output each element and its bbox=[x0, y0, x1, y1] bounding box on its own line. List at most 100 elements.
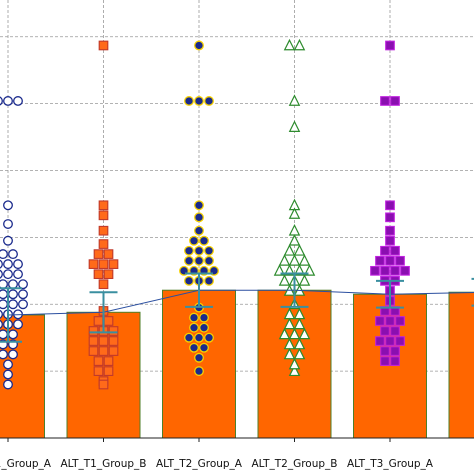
point bbox=[288, 120, 301, 132]
point bbox=[93, 269, 104, 280]
point bbox=[298, 274, 311, 286]
point bbox=[3, 369, 13, 380]
point bbox=[8, 249, 18, 260]
point bbox=[400, 265, 410, 276]
point bbox=[0, 259, 3, 269]
point bbox=[199, 342, 209, 353]
point bbox=[8, 289, 18, 300]
point bbox=[103, 366, 114, 376]
bar bbox=[353, 293, 427, 439]
point bbox=[194, 255, 204, 266]
point bbox=[93, 316, 104, 326]
point bbox=[194, 40, 204, 51]
bar bbox=[162, 289, 236, 439]
point bbox=[184, 275, 194, 286]
point bbox=[293, 317, 306, 330]
point bbox=[390, 356, 400, 366]
point bbox=[380, 326, 390, 336]
point bbox=[385, 316, 395, 326]
point bbox=[8, 329, 18, 340]
point bbox=[98, 210, 109, 221]
point bbox=[98, 40, 109, 51]
point bbox=[385, 255, 395, 266]
point bbox=[184, 245, 194, 256]
point bbox=[0, 279, 8, 290]
point bbox=[98, 239, 109, 249]
point bbox=[204, 332, 214, 343]
point bbox=[199, 322, 209, 333]
point bbox=[293, 347, 306, 360]
point bbox=[390, 265, 400, 276]
point bbox=[103, 316, 114, 326]
point bbox=[298, 327, 311, 340]
point bbox=[98, 379, 109, 390]
point bbox=[189, 322, 199, 333]
point bbox=[93, 356, 104, 366]
point bbox=[283, 347, 296, 360]
point bbox=[98, 346, 109, 356]
point bbox=[278, 274, 291, 286]
point bbox=[194, 245, 204, 256]
x-tick-label: ALT_T1_Group_B bbox=[60, 458, 146, 470]
point bbox=[298, 254, 311, 266]
point bbox=[283, 244, 296, 256]
point bbox=[0, 309, 3, 319]
point bbox=[8, 299, 18, 310]
point bbox=[189, 312, 199, 323]
point bbox=[194, 366, 204, 377]
point bbox=[13, 269, 23, 280]
x-tick-label: ALT_T3_Group_A bbox=[347, 458, 434, 470]
point bbox=[8, 279, 18, 290]
point bbox=[13, 319, 23, 330]
x-tick-label: ALT_T2_Group_B bbox=[251, 458, 337, 470]
point bbox=[375, 255, 385, 266]
point bbox=[93, 366, 104, 376]
point bbox=[293, 38, 306, 51]
point bbox=[385, 336, 395, 346]
point bbox=[3, 235, 13, 246]
point bbox=[288, 234, 301, 246]
point bbox=[293, 244, 306, 256]
point bbox=[18, 299, 28, 310]
point bbox=[0, 329, 8, 340]
point bbox=[3, 200, 13, 211]
point bbox=[13, 259, 23, 270]
point bbox=[194, 225, 204, 236]
point bbox=[0, 249, 8, 260]
point bbox=[375, 316, 385, 326]
point bbox=[395, 255, 405, 266]
point bbox=[278, 327, 291, 340]
point bbox=[0, 96, 3, 106]
point bbox=[288, 327, 301, 340]
point bbox=[204, 96, 214, 106]
point bbox=[184, 96, 194, 106]
point bbox=[380, 265, 390, 276]
point bbox=[385, 200, 395, 211]
point bbox=[3, 259, 13, 270]
point bbox=[108, 259, 119, 269]
point bbox=[184, 332, 194, 343]
point bbox=[390, 245, 400, 256]
point bbox=[194, 212, 204, 223]
point bbox=[375, 336, 385, 346]
point bbox=[395, 336, 405, 346]
point bbox=[0, 299, 8, 310]
point bbox=[370, 265, 380, 276]
mean-line bbox=[7, 289, 474, 316]
point bbox=[88, 346, 99, 356]
point bbox=[288, 94, 301, 106]
point bbox=[288, 207, 301, 219]
point bbox=[0, 269, 3, 279]
point bbox=[3, 379, 13, 390]
point bbox=[98, 279, 109, 290]
point bbox=[189, 342, 199, 353]
point bbox=[288, 224, 301, 236]
point bbox=[3, 219, 13, 229]
x-tick-label: ALT_T1_Group_A bbox=[0, 458, 52, 470]
point bbox=[380, 356, 390, 366]
point bbox=[204, 255, 214, 266]
point bbox=[380, 245, 390, 256]
point bbox=[108, 336, 119, 346]
point bbox=[204, 275, 214, 286]
